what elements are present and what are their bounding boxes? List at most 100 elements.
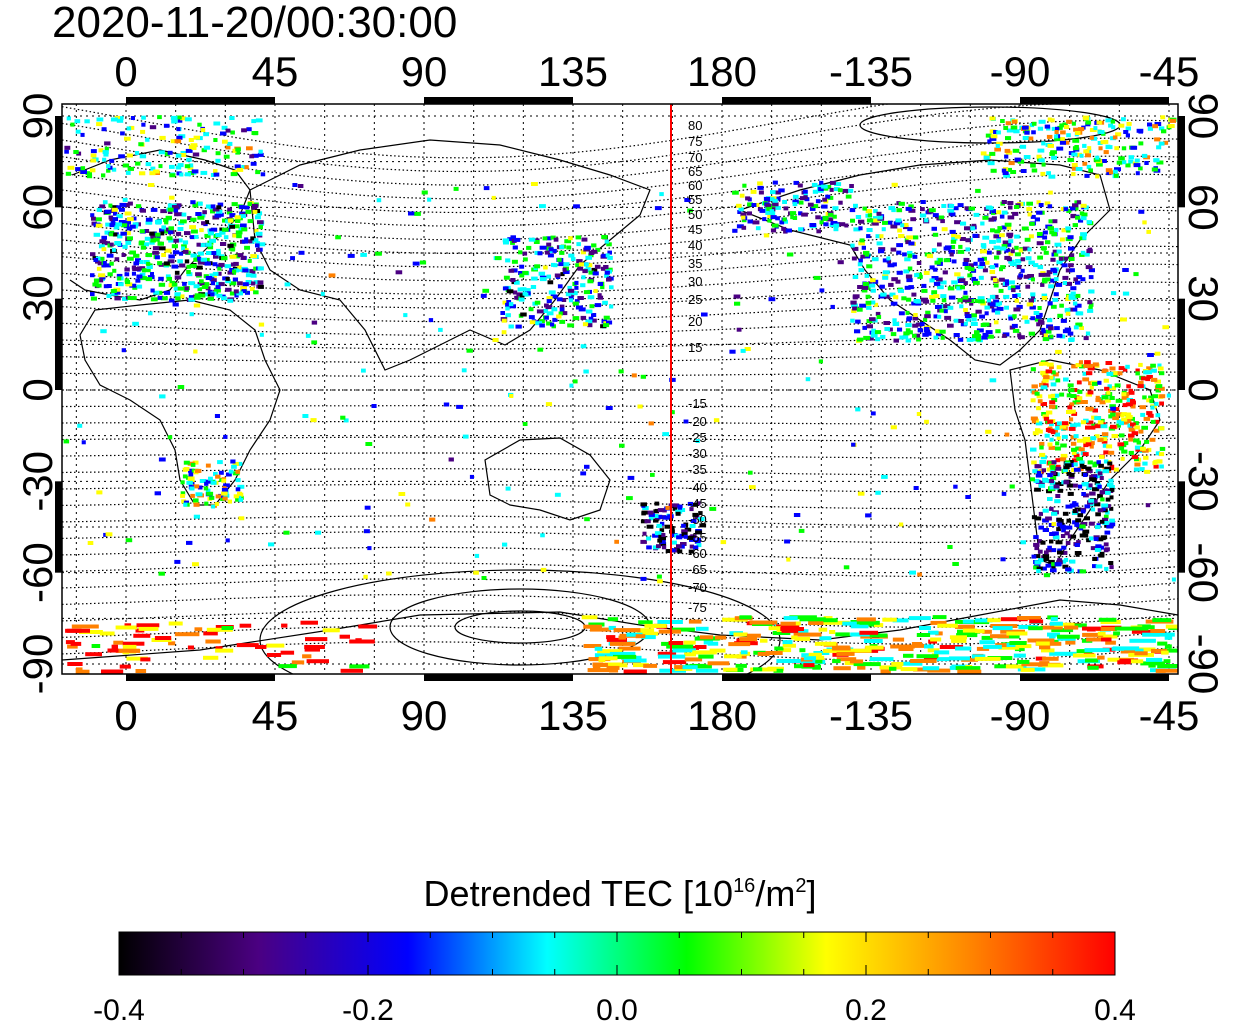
tec-point xyxy=(1041,468,1046,473)
tec-point xyxy=(924,419,929,424)
tec-point xyxy=(1030,447,1037,452)
tec-point xyxy=(940,294,947,299)
tec-point xyxy=(659,542,667,547)
tec-point xyxy=(297,184,304,188)
tec-point xyxy=(1088,268,1095,273)
tec-point xyxy=(193,135,200,140)
tec-point xyxy=(1115,132,1122,137)
tec-point xyxy=(508,324,514,329)
tec-point xyxy=(917,327,923,332)
tec-point xyxy=(1069,206,1076,211)
tec-point xyxy=(505,258,511,263)
tec-point xyxy=(92,282,99,287)
tec-point xyxy=(98,244,105,249)
tec-point xyxy=(173,208,179,213)
tec-point xyxy=(1092,557,1097,561)
tec-point xyxy=(245,273,253,278)
tec-point xyxy=(505,306,510,311)
tec-point xyxy=(1037,148,1045,153)
tec-point xyxy=(1020,667,1035,672)
tec-point xyxy=(989,116,996,121)
tec-point xyxy=(546,321,552,326)
tec-point xyxy=(1146,366,1153,371)
tec-point xyxy=(209,495,215,500)
tec-point xyxy=(126,226,133,231)
tec-point xyxy=(972,233,979,238)
tec-point xyxy=(574,285,579,290)
tec-point xyxy=(233,261,239,266)
tec-point xyxy=(963,258,970,262)
tec-point xyxy=(1049,485,1056,490)
tec-point xyxy=(783,206,789,211)
tec-point xyxy=(190,493,195,498)
tec-point xyxy=(1053,429,1058,434)
tec-point xyxy=(1036,322,1041,327)
tec-point xyxy=(229,224,236,229)
tec-point xyxy=(522,270,529,275)
tec-point xyxy=(681,529,688,534)
tec-point xyxy=(1070,394,1077,398)
tec-point xyxy=(1042,361,1049,366)
tec-point xyxy=(225,472,232,477)
tec-point xyxy=(1026,302,1033,307)
tec-point xyxy=(1059,457,1067,462)
tec-point xyxy=(822,648,851,653)
tec-point xyxy=(872,216,878,221)
x-tick-label-bottom: 135 xyxy=(538,692,608,739)
tec-point xyxy=(251,119,257,124)
tec-point xyxy=(993,283,999,288)
tec-point xyxy=(656,544,661,549)
tec-point xyxy=(1044,124,1051,129)
tec-point xyxy=(912,316,919,321)
colorbar-tick-label: 0.2 xyxy=(845,994,887,1024)
tec-point xyxy=(975,337,981,342)
tec-point xyxy=(1138,166,1143,171)
tec-point xyxy=(1115,407,1120,412)
tec-point xyxy=(163,261,170,266)
tec-point xyxy=(1125,415,1133,419)
tec-point xyxy=(670,526,675,530)
tec-point xyxy=(74,119,81,124)
tec-point xyxy=(855,407,861,412)
tec-point xyxy=(775,190,781,195)
tec-point xyxy=(913,299,920,303)
tec-point xyxy=(845,194,852,199)
tec-point xyxy=(1056,517,1062,522)
tec-point xyxy=(861,285,869,290)
tec-point xyxy=(530,285,537,289)
tec-point xyxy=(1060,237,1065,242)
tec-point xyxy=(453,186,459,191)
tec-point xyxy=(760,638,768,643)
tec-point xyxy=(808,652,822,657)
tec-point xyxy=(850,218,855,223)
tec-point xyxy=(1122,268,1129,272)
tec-point xyxy=(180,294,185,299)
tec-point xyxy=(1095,155,1100,160)
tec-point xyxy=(588,316,594,321)
tec-point xyxy=(606,635,616,640)
tec-point xyxy=(127,296,135,300)
tec-point xyxy=(657,514,663,519)
tec-point xyxy=(116,214,123,219)
tec-point xyxy=(644,519,651,524)
tec-point xyxy=(1109,506,1114,511)
tec-point xyxy=(158,290,163,295)
tec-point xyxy=(219,227,225,232)
tec-point xyxy=(692,512,698,517)
tec-point xyxy=(865,513,872,518)
tec-point xyxy=(1095,395,1100,400)
tec-point xyxy=(834,182,842,187)
tec-point xyxy=(1030,163,1036,168)
tec-point xyxy=(640,576,647,581)
tec-point xyxy=(139,171,146,176)
tec-point xyxy=(1087,308,1094,313)
tec-point xyxy=(129,125,135,130)
tec-point xyxy=(698,654,714,659)
tec-point xyxy=(898,288,904,293)
tec-point xyxy=(189,312,194,317)
tec-point xyxy=(1079,252,1085,257)
tec-point xyxy=(959,304,964,309)
tec-point xyxy=(1020,257,1026,262)
tec-point xyxy=(139,260,144,264)
